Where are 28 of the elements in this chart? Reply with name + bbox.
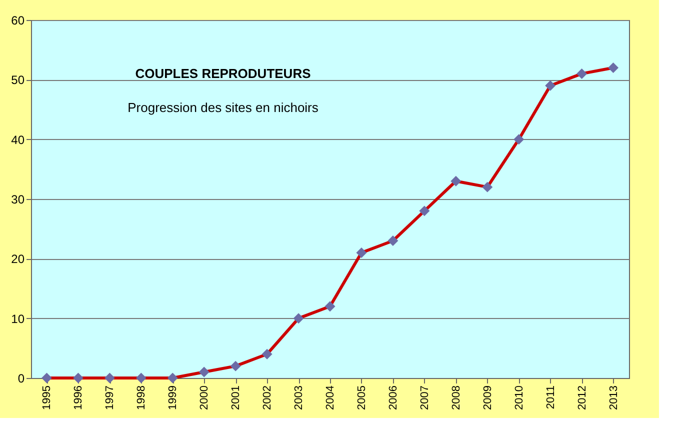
- x-tick-label: 2007: [418, 386, 431, 410]
- y-tick-label: 40: [11, 132, 25, 147]
- text: Progression des sites en nichoirs: [128, 100, 319, 115]
- x-tick-label: 1996: [72, 386, 85, 410]
- x-tick-label: 2008: [450, 386, 462, 410]
- x-tick-label: 2010: [513, 386, 526, 410]
- x-tick-label: 1998: [136, 386, 148, 410]
- x-tick-label: 1995: [41, 386, 54, 410]
- x-tick-label: 2006: [387, 386, 400, 410]
- x-tick-label: 2005: [356, 386, 368, 410]
- x-tick-label: 2002: [262, 386, 274, 410]
- x-tick-label: 2009: [482, 386, 494, 410]
- x-tick-label: 2012: [576, 386, 588, 410]
- text: COUPLES REPRODUTEURS: [135, 66, 312, 81]
- x-tick-label: 2001: [230, 386, 242, 410]
- x-tick-label: 2004: [324, 386, 336, 410]
- y-tick-label: 50: [11, 73, 25, 88]
- y-tick-label: 30: [11, 192, 25, 206]
- x-tick-label: 2000: [198, 386, 211, 410]
- x-tick-label: 2013: [608, 386, 620, 410]
- x-tick-label: 2003: [293, 386, 306, 410]
- y-tick-label: 10: [11, 312, 25, 326]
- y-tick-label: 0: [18, 372, 25, 386]
- x-tick-label: 1997: [104, 386, 116, 410]
- y-tick-label: 60: [11, 14, 25, 28]
- x-tick-label: 1999: [167, 386, 180, 410]
- y-tick-label: 20: [11, 252, 25, 266]
- x-tick-label: 2011: [544, 386, 557, 410]
